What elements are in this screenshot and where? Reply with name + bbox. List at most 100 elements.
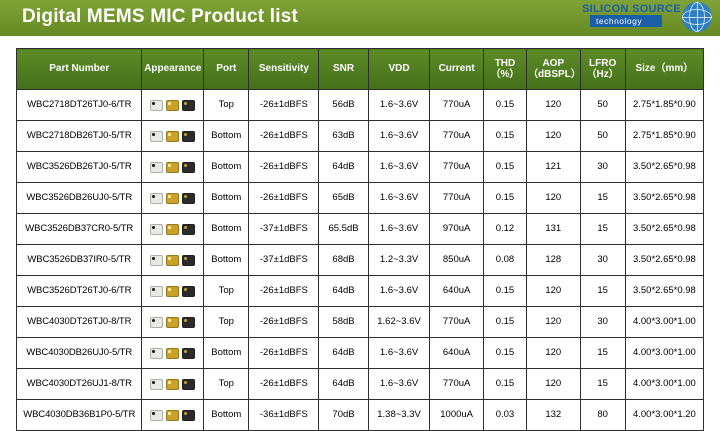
cell-thd: 0.08 [482,244,528,276]
cell-aop: 121 [526,151,581,183]
cell-thd: 0.15 [482,182,528,214]
mic-package-gold-icon [166,192,180,204]
cell-current: 770uA [429,306,484,338]
cell-current: 1000uA [429,399,484,431]
column-header-vdd: VDD [367,48,431,90]
cell-aop: 131 [526,213,581,245]
cell-thd: 0.15 [482,89,528,121]
cell-current: 770uA [429,120,484,152]
cell-thd: 0.12 [482,213,528,245]
cell-size: 3.50*2.65*0.98 [624,244,705,276]
mic-package-images [143,124,202,148]
cell-aop: 128 [526,244,581,276]
cell-aop: 120 [526,275,581,307]
cell-size: 4.00*3.00*1.00 [624,368,705,400]
mic-package-images [143,186,202,210]
cell-lfro: 50 [579,120,626,152]
mic-package-gold-icon [166,409,180,421]
table-row: WBC4030DT26UJ1-8/TR Top -26±1dBFS 64dB 1.6~3… [15,368,705,400]
cell-vdd: 1.6~3.6V [367,182,431,214]
mic-package-white-icon [150,254,164,266]
cell-vdd: 1.6~3.6V [367,368,431,400]
cell-part-number: WBC2718DB26TJ0-5/TR [15,120,143,152]
cell-lfro: 15 [579,337,626,369]
cell-part-number: WBC3526DT26TJ0-6/TR [15,275,143,307]
mic-package-black-icon [182,99,196,111]
table-row: WBC2718DB26TJ0-5/TR Bottom -26±1dBFS 63dB 1.… [15,120,705,152]
cell-vdd: 1.6~3.6V [367,275,431,307]
cell-lfro: 30 [579,244,626,276]
cell-sensitivity: -37±1dBFS [248,244,320,276]
cell-sensitivity: -26±1dBFS [248,306,320,338]
cell-port: Bottom [203,182,250,214]
cell-vdd: 1.6~3.6V [367,89,431,121]
cell-aop: 120 [526,120,581,152]
cell-part-number: WBC4030DT26UJ1-8/TR [15,368,143,400]
cell-snr: 64dB [318,368,369,400]
cell-lfro: 15 [579,368,626,400]
column-header-snr: SNR [318,48,369,90]
cell-current: 640uA [429,275,484,307]
table-row: WBC3526DB26UJ0-5/TR Bottom -26±1dBFS 65dB 1.… [15,182,705,214]
cell-thd: 0.03 [482,399,528,431]
cell-appearance [141,120,205,152]
mic-package-white-icon [150,347,164,359]
cell-thd: 0.15 [482,306,528,338]
cell-aop: 120 [526,306,581,338]
table-row: WBC2718DT26TJ0-6/TR Top -26±1dBFS 56dB 1.6~3… [15,89,705,121]
cell-port: Top [203,89,250,121]
cell-port: Bottom [203,399,250,431]
cell-current: 770uA [429,89,484,121]
column-header-part-number: Part Number [15,48,143,90]
mic-package-gold-icon [166,130,180,142]
mic-package-white-icon [150,130,164,142]
cell-appearance [141,213,205,245]
cell-port: Bottom [203,120,250,152]
cell-snr: 58dB [318,306,369,338]
table-row: WBC4030DT26TJ0-8/TR Top -26±1dBFS 58dB 1.62~… [15,306,705,338]
mic-package-black-icon [182,285,196,297]
product-table-container: Part Number Appearance Port Sensitivity … [15,48,705,431]
cell-part-number: WBC4030DB36B1P0-5/TR [15,399,143,431]
cell-sensitivity: -37±1dBFS [248,213,320,245]
mic-package-white-icon [150,223,164,235]
mic-package-gold-icon [166,161,180,173]
cell-snr: 70dB [318,399,369,431]
mic-package-images [143,372,202,396]
cell-current: 770uA [429,151,484,183]
mic-package-images [143,248,202,272]
logo-tagline-background [590,15,662,27]
cell-snr: 64dB [318,275,369,307]
cell-thd: 0.15 [482,337,528,369]
cell-size: 3.50*2.65*0.98 [624,213,705,245]
cell-aop: 120 [526,89,581,121]
cell-size: 2.75*1.85*0.90 [624,120,705,152]
cell-sensitivity: -26±1dBFS [248,182,320,214]
mic-package-gold-icon [166,316,180,328]
mic-package-white-icon [150,99,164,111]
cell-vdd: 1.6~3.6V [367,213,431,245]
cell-current: 770uA [429,368,484,400]
cell-snr: 68dB [318,244,369,276]
cell-sensitivity: -26±1dBFS [248,120,320,152]
mic-package-gold-icon [166,378,180,390]
cell-appearance [141,244,205,276]
cell-sensitivity: -26±1dBFS [248,151,320,183]
column-header-port: Port [203,48,250,90]
mic-package-gold-icon [166,285,180,297]
cell-lfro: 15 [579,275,626,307]
mic-package-black-icon [182,192,196,204]
cell-appearance [141,275,205,307]
table-header-row: Part Number Appearance Port Sensitivity … [15,48,705,90]
mic-package-gold-icon [166,254,180,266]
cell-snr: 65.5dB [318,213,369,245]
mic-package-black-icon [182,254,196,266]
cell-sensitivity: -26±1dBFS [248,89,320,121]
column-header-size: Size（mm） [624,48,705,90]
cell-vdd: 1.6~3.6V [367,120,431,152]
mic-package-white-icon [150,316,164,328]
mic-package-white-icon [150,192,164,204]
cell-part-number: WBC2718DT26TJ0-6/TR [15,89,143,121]
cell-part-number: WBC3526DB37IR0-5/TR [15,244,143,276]
